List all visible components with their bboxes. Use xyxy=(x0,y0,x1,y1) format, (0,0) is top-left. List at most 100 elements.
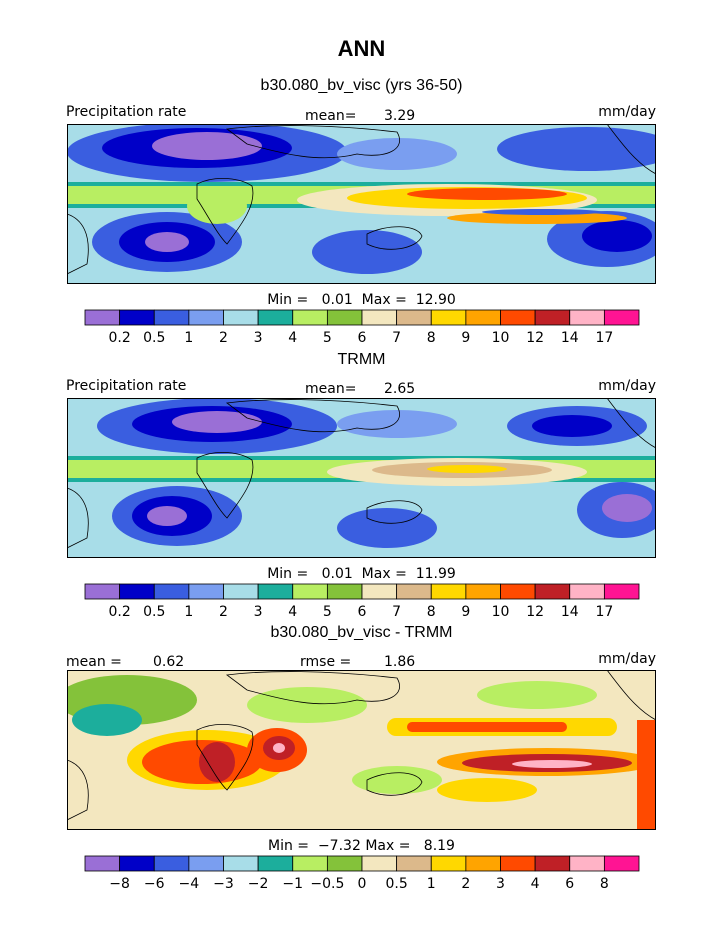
colorbar-swatch xyxy=(500,309,536,326)
panel-1-map xyxy=(67,124,656,284)
coastline xyxy=(196,723,254,791)
colorbar-label: 5 xyxy=(323,604,332,620)
colorbar-label: 0 xyxy=(358,876,367,892)
colorbar-swatch xyxy=(84,583,121,600)
colorbar-swatch xyxy=(84,855,121,872)
colorbar-label: 12 xyxy=(526,330,544,346)
colorbar-swatch xyxy=(223,309,259,326)
colorbar-swatch xyxy=(430,309,467,326)
panel-2-mean-label: mean= xyxy=(305,381,357,397)
colorbar-swatch xyxy=(153,855,190,872)
precip-region xyxy=(145,232,189,252)
colorbar-label: −8 xyxy=(109,876,130,892)
panel-2-mean-value: 2.65 xyxy=(384,381,416,397)
colorbar-label: 9 xyxy=(461,604,470,620)
colorbar-swatch xyxy=(153,309,190,326)
colorbar-swatch xyxy=(326,309,363,326)
colorbar-label: 10 xyxy=(492,604,510,620)
precip-region xyxy=(427,465,507,473)
panel-2-map xyxy=(67,398,656,558)
precip-region xyxy=(437,778,537,802)
colorbar-swatch xyxy=(569,855,605,872)
colorbar-label: 0.5 xyxy=(143,604,165,620)
coastline xyxy=(67,759,89,821)
colorbar-label: 4 xyxy=(531,876,540,892)
coastline xyxy=(606,124,656,175)
panel-3-map xyxy=(67,670,656,830)
panel-3-mean-value: 0.62 xyxy=(153,654,185,670)
colorbar-label: 17 xyxy=(595,330,613,346)
colorbar-label: −2 xyxy=(248,876,269,892)
colorbar-label: 9 xyxy=(461,330,470,346)
coastline xyxy=(225,399,400,433)
colorbar-swatch xyxy=(119,309,155,326)
precip-region xyxy=(337,410,457,438)
precip-region xyxy=(582,220,652,252)
colorbar-swatch xyxy=(396,855,432,872)
precip-region xyxy=(247,687,367,723)
colorbar-swatch xyxy=(119,855,155,872)
panel-1-title: b30.080_bv_visc (yrs 36-50) xyxy=(260,77,463,94)
colorbar-swatch xyxy=(84,309,121,326)
coastline xyxy=(225,125,400,159)
panel-3-rmse-label: rmse = xyxy=(300,654,352,670)
panel-3-title: b30.080_bv_visc - TRMM xyxy=(270,624,453,641)
colorbar-swatch xyxy=(465,855,501,872)
colorbar-label: 3 xyxy=(496,876,505,892)
colorbar-label: 2 xyxy=(461,876,470,892)
colorbar-swatch xyxy=(396,583,432,600)
map-frame xyxy=(67,398,656,558)
panel-3-colorbar: −8 −6 −4 −3 −2 −1 −0.5 0 0.5 1 2 3 4 6 8 xyxy=(84,855,640,892)
precip-region xyxy=(532,415,612,437)
colorbar-label: −0.5 xyxy=(310,876,344,892)
precip-region xyxy=(352,766,442,794)
colorbar-label: 17 xyxy=(595,604,613,620)
panel-1-mean-label: mean= xyxy=(305,108,357,124)
panel-2-min-max: Min = 0.01 Max = 11.99 xyxy=(267,566,456,582)
precip-region xyxy=(147,506,187,526)
panel-2-colorbar: 0.2 0.5 1 2 3 4 5 6 7 8 9 10 12 14 17 xyxy=(84,583,640,620)
coastline xyxy=(366,226,423,250)
figure-title: ANN xyxy=(337,36,386,61)
precip-region xyxy=(152,132,262,160)
colorbar-label: 0.5 xyxy=(385,876,407,892)
colorbar-swatch xyxy=(534,855,571,872)
colorbar-swatch xyxy=(534,309,571,326)
colorbar-label: 0.2 xyxy=(108,330,130,346)
colorbar-label: 12 xyxy=(526,604,544,620)
colorbar-swatch xyxy=(361,309,398,326)
precip-region xyxy=(602,494,652,522)
colorbar-label: 10 xyxy=(492,330,510,346)
precip-region xyxy=(187,188,247,224)
colorbar-swatch xyxy=(465,309,501,326)
colorbar-label: 6 xyxy=(358,604,367,620)
precip-region xyxy=(172,411,262,433)
colorbar-swatch xyxy=(223,855,259,872)
panel-1-units: mm/day xyxy=(598,104,656,120)
colorbar-label: 3 xyxy=(254,330,263,346)
colorbar-label: −4 xyxy=(179,876,200,892)
coastline xyxy=(196,177,254,245)
colorbar-swatch xyxy=(257,855,294,872)
coastline xyxy=(196,451,254,519)
colorbar-swatch xyxy=(153,583,190,600)
coastline xyxy=(67,213,89,275)
panel-1-colorbar: 0.2 0.5 1 2 3 4 5 6 7 8 9 10 12 14 17 xyxy=(84,309,640,346)
panel-3-rmse-value: 1.86 xyxy=(384,654,416,670)
colorbar-label: 6 xyxy=(565,876,574,892)
colorbar-label: 7 xyxy=(392,330,401,346)
colorbar-swatch xyxy=(257,583,294,600)
precip-region xyxy=(199,742,235,782)
colorbar-swatch xyxy=(257,309,294,326)
colorbar-label: 2 xyxy=(219,330,228,346)
colorbar-swatch xyxy=(326,583,363,600)
colorbar-label: 4 xyxy=(288,604,297,620)
colorbar-label: 3 xyxy=(254,604,263,620)
coastline xyxy=(366,500,423,524)
panel-3-min-max: Min = −7.32 Max = 8.19 xyxy=(268,838,455,854)
precip-region xyxy=(273,743,285,753)
coastline xyxy=(67,487,89,549)
panel-2-left-label: Precipitation rate xyxy=(66,378,187,394)
colorbar-label: 1 xyxy=(184,330,193,346)
colorbar-swatch xyxy=(326,855,363,872)
